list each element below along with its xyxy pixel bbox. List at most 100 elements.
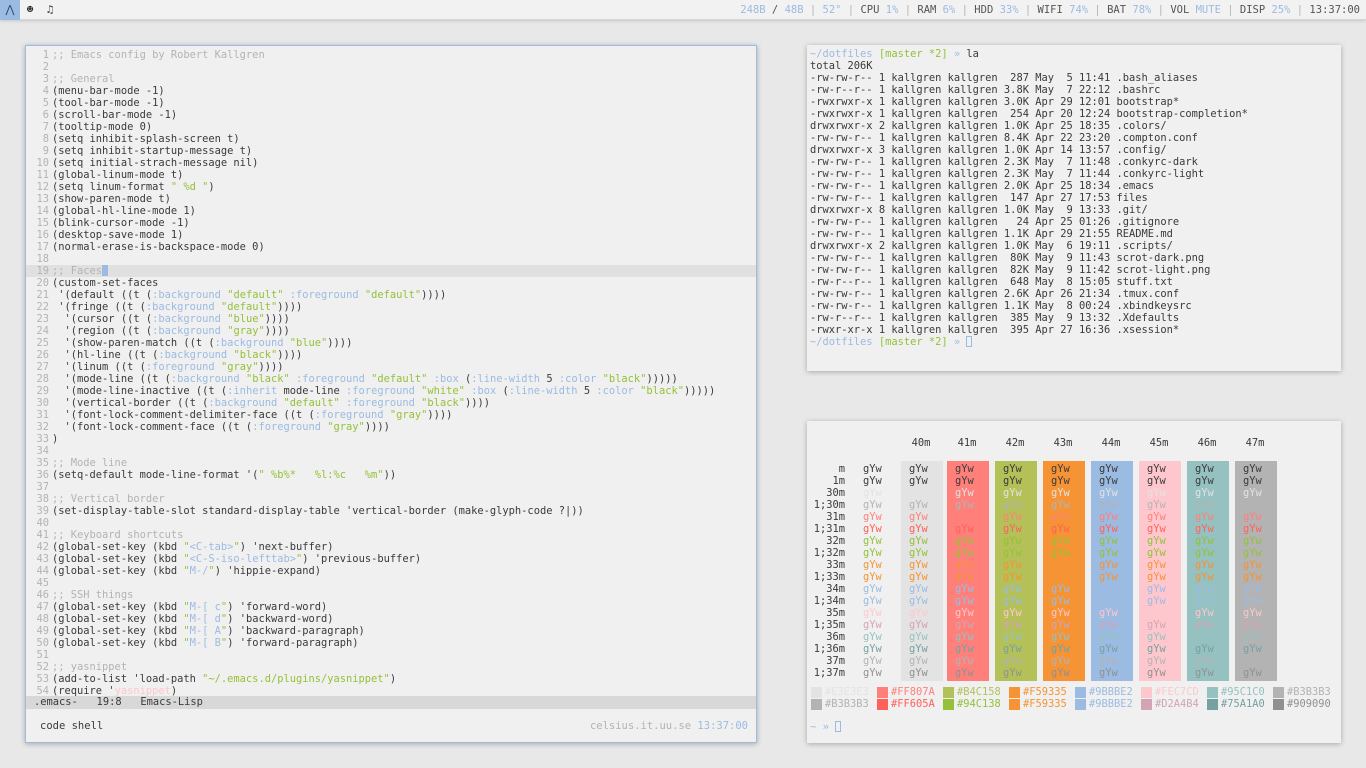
sample-text: gYw <box>1003 535 1022 547</box>
status-segment: | <box>1088 4 1108 16</box>
code-token: :foreground <box>145 361 215 373</box>
code-line: 44 (global-set-key (kbd "M-/") 'hippie-ex… <box>26 565 756 577</box>
swatch-label: #D2A4B4 <box>1155 698 1199 710</box>
file-row: drwxrwxr-x 2 kallgren kallgren 1.0K May … <box>810 240 1173 252</box>
code-line: 38;; Vertical border <box>26 493 756 505</box>
tmux-windows[interactable]: code shell <box>40 720 104 732</box>
sample-text: gYw <box>955 559 974 571</box>
code-token: :background <box>152 313 221 325</box>
music-icon[interactable]: ♫ <box>46 3 54 16</box>
sample-text: gYw <box>1003 463 1022 475</box>
line-text: '(cursor ((t (:background "blue")))) <box>51 313 290 325</box>
code-token: <C-tab> <box>189 541 234 553</box>
arch-logo-icon[interactable]: ⋀ <box>0 0 20 20</box>
code-token: )))) <box>258 361 284 373</box>
sample-text: gYw <box>1051 631 1070 643</box>
line-number: 38 <box>36 493 49 505</box>
face-icon[interactable]: ☻ <box>26 3 34 16</box>
code-line: 42 (global-set-key (kbd "<C-tab>") 'next-… <box>26 541 756 553</box>
prompt-dir: ~/dotfiles <box>810 48 879 60</box>
line-text: (setq inhibit-splash-screen t) <box>51 133 240 145</box>
file-row: drwxrwxr-x 8 kallgren kallgren 1.0K May … <box>810 204 1148 216</box>
line-text: (setq initial-strach-message nil) <box>51 157 258 169</box>
emacs-buffer[interactable]: 1;; Emacs config by Robert Kallgren 2 3;; … <box>26 49 756 697</box>
line-text: (tool-bar-mode -1) <box>51 97 165 109</box>
code-token: (global-set-key (kbd <box>52 553 184 565</box>
column-header: 47m <box>1245 437 1265 449</box>
code-token: ( <box>458 373 472 385</box>
sample-text: gYw <box>909 487 928 499</box>
sample-text: gYw <box>1195 475 1214 487</box>
code-line: 5 (tool-bar-mode -1) <box>26 97 756 109</box>
sample-text: gYw <box>909 523 928 535</box>
sample-text: gYw <box>863 667 882 679</box>
code-token: (global-hl-line-mode 1) <box>52 205 196 217</box>
status-segment: 1% <box>885 4 899 16</box>
code-token: ;; Keyboard shortcuts <box>52 529 184 541</box>
code-token: ;; yasnippet <box>52 661 128 673</box>
sample-text: gYw <box>1051 547 1070 559</box>
sample-text: gYw <box>1147 499 1166 511</box>
line-text: '(font-lock-comment-delimiter-face ((t (… <box>51 409 453 421</box>
code-token: (setq initial-strach-message nil) <box>52 157 259 169</box>
status-segment: 78% <box>1132 4 1152 16</box>
code-token: (tool-bar-mode -1) <box>52 97 165 109</box>
line-text: '(region ((t (:background "gray")))) <box>51 325 290 337</box>
line-number: 18 <box>36 253 49 265</box>
file-row: -rw-rw-r-- 1 kallgren kallgren 1.1K Apr … <box>810 228 1173 240</box>
code-line: 45 <box>26 577 756 589</box>
line-number: 49 <box>36 625 49 637</box>
code-line: 34 <box>26 445 756 457</box>
line-text: (global-set-key (kbd "M-[ c") 'forward-w… <box>51 601 327 613</box>
line-text: (normal-erase-is-backspace-mode 0) <box>51 241 265 253</box>
color-table: 40m 41m 42m 43m 44m 45m 46m 47m m gYw gYw gYw gYw gYw… <box>807 437 1341 687</box>
sample-text: gYw <box>1099 655 1118 667</box>
color-swatch <box>943 687 954 698</box>
code-line: 15 (blink-cursor-mode -1) <box>26 217 756 229</box>
file-row: -rw-rw-r-- 1 kallgren kallgren 2.3K May … <box>810 156 1198 168</box>
color-column <box>1043 461 1085 681</box>
row-label: 1;35m <box>813 619 845 631</box>
code-token: M-[ A <box>189 625 221 637</box>
code-line: 32 '(font-lock-comment-face ((t (:foregr… <box>26 421 756 433</box>
terminal-window[interactable]: ~/dotfiles [master *2] » la total 206K -rw… <box>807 45 1341 371</box>
code-token: ) 'backward-word) <box>227 613 334 625</box>
terminal-output[interactable]: ~/dotfiles [master *2] » la total 206K -rw… <box>810 48 1341 348</box>
code-line: 9 (setq inhibit-startup-message t) <box>26 145 756 157</box>
sample-text: gYw <box>1051 523 1070 535</box>
colortest-window[interactable]: 40m 41m 42m 43m 44m 45m 46m 47m m gYw gYw gYw gYw gYw… <box>807 421 1341 743</box>
sample-text: gYw <box>863 547 882 559</box>
file-row: -rw-rw-r-- 1 kallgren kallgren 2.3K May … <box>810 168 1205 180</box>
sample-text: gYw <box>1003 511 1022 523</box>
code-token: M-[ c <box>189 601 221 613</box>
sample-text: gYw <box>1147 643 1166 655</box>
code-token: (set-display-table-slot standard-display… <box>52 505 584 517</box>
terminal-prompt[interactable]: ~ » <box>810 721 842 733</box>
line-number: 35 <box>36 457 49 469</box>
column-header: 46m <box>1197 437 1217 449</box>
emacs-window[interactable]: 1;; Emacs config by Robert Kallgren 2 3;; … <box>25 45 757 743</box>
status-segment: | <box>1151 4 1171 16</box>
line-text: (show-paren-mode t) <box>51 193 171 205</box>
sample-text: gYw <box>1195 595 1214 607</box>
file-row: -rw-rw-r-- 1 kallgren kallgren 8.4K Apr … <box>810 132 1198 144</box>
code-token: (tooltip-mode 0) <box>52 121 153 133</box>
sample-text: gYw <box>1243 523 1262 535</box>
code-line: 41;; Keyboard shortcuts <box>26 529 756 541</box>
line-text: '(fringe ((t (:background "default")))) <box>51 301 302 313</box>
swatch-label: #95C1C0 <box>1221 686 1265 698</box>
sample-text: gYw <box>1003 571 1022 583</box>
column-header: 44m <box>1101 437 1121 449</box>
line-number: 27 <box>36 361 49 373</box>
status-segment: | <box>1220 4 1240 16</box>
sample-text: gYw <box>1243 511 1262 523</box>
code-token: "~/.emacs.d/plugins/yasnippet" <box>202 673 390 685</box>
sample-text: gYw <box>1099 499 1118 511</box>
sample-text: gYw <box>909 607 928 619</box>
code-token: " <box>233 541 240 553</box>
code-token: ) <box>208 181 215 193</box>
line-text: ;; Keyboard shortcuts <box>51 529 183 541</box>
line-number: 9 <box>42 145 49 157</box>
code-line: 12 (setq linum-format " %d ") <box>26 181 756 193</box>
color-column <box>1235 461 1277 681</box>
